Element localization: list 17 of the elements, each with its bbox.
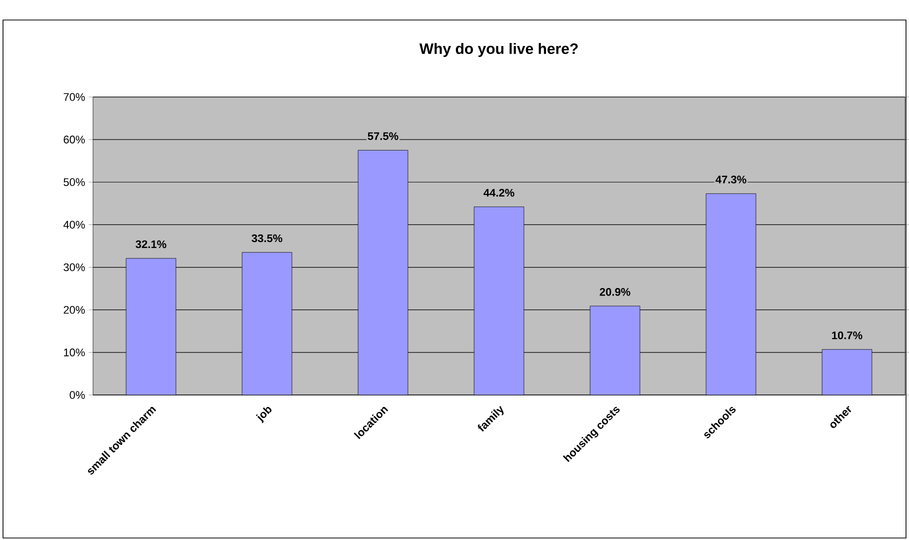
y-tick-label: 0% — [70, 391, 85, 399]
data-label: 47.3% — [716, 176, 746, 184]
y-tick-label: 30% — [64, 263, 85, 272]
data-label: 57.5% — [368, 132, 398, 140]
y-tick-label: 70% — [64, 93, 85, 101]
x-tick-label: job — [256, 406, 272, 424]
data-label: 20.9% — [600, 288, 630, 296]
chart-title: Why do you live here? — [419, 43, 578, 57]
y-tick-label: 40% — [63, 220, 85, 229]
y-tick-label: 10% — [64, 348, 85, 356]
y-tick-label: 50% — [64, 178, 85, 186]
data-label: 32.1% — [136, 240, 166, 248]
data-label: 44.2% — [484, 188, 514, 197]
y-tick-label: 60% — [64, 136, 85, 144]
data-label: 10.7% — [832, 331, 862, 340]
data-label: 33.5% — [252, 234, 282, 242]
y-tick-label: 20% — [64, 306, 85, 314]
